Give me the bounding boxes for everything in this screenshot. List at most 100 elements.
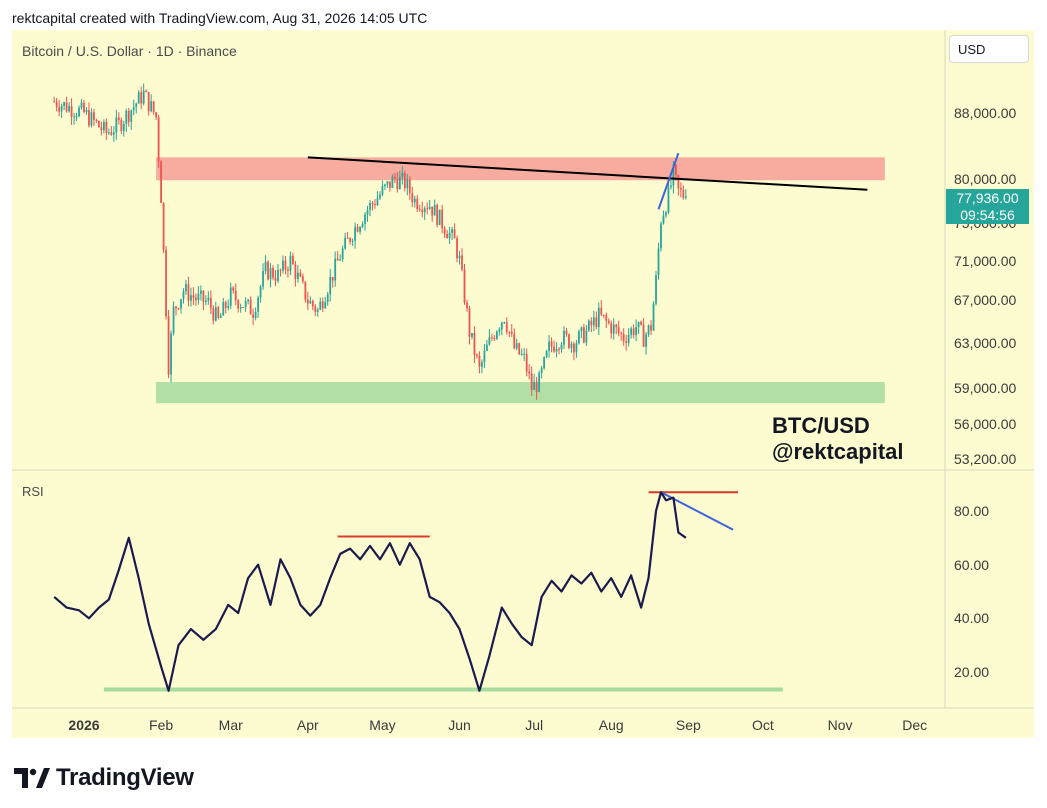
- candle-body: [667, 187, 670, 213]
- price-axis-label: 80,000.00: [954, 170, 1017, 187]
- candle-body: [98, 121, 100, 128]
- rsi-title[interactable]: RSI: [22, 484, 44, 499]
- candle: [301, 273, 304, 284]
- candle: [299, 269, 302, 278]
- candle: [605, 312, 608, 328]
- candle: [224, 300, 227, 314]
- candle-body: [679, 188, 682, 190]
- last-price: 77,936.00: [956, 190, 1019, 206]
- candle-body: [473, 332, 476, 355]
- tradingview-logo[interactable]: TradingView: [14, 764, 194, 792]
- candle-body: [495, 331, 498, 339]
- candle: [63, 101, 66, 111]
- candle-body: [446, 233, 449, 239]
- candle-body: [672, 164, 675, 186]
- descending-resistance-line: [307, 156, 868, 191]
- candle-body: [222, 302, 225, 316]
- candle: [115, 109, 118, 140]
- candle-body: [635, 327, 638, 336]
- candle-body: [612, 324, 615, 334]
- candle: [157, 114, 160, 169]
- candle: [222, 297, 225, 316]
- candle-body: [483, 350, 486, 362]
- candle-body: [107, 132, 110, 134]
- candle: [292, 252, 294, 265]
- candle: [498, 327, 501, 336]
- candle: [493, 335, 496, 341]
- candle: [177, 307, 180, 311]
- candle: [575, 340, 578, 358]
- candle-body: [503, 322, 506, 324]
- candle: [257, 295, 259, 318]
- candle-body: [237, 300, 240, 309]
- candle-body: [175, 306, 177, 309]
- candle-body: [284, 260, 287, 270]
- candle-body: [426, 208, 429, 210]
- candle: [632, 324, 635, 339]
- candle: [384, 183, 386, 190]
- candle-body: [60, 106, 63, 112]
- candle: [122, 120, 125, 137]
- candle: [155, 111, 158, 121]
- candle-body: [182, 291, 185, 300]
- candle-body: [421, 209, 424, 213]
- candle-body: [249, 299, 252, 315]
- time-axis-label: Apr: [296, 717, 319, 733]
- candle-body: [314, 306, 317, 312]
- bar-countdown: 09:54:56: [960, 207, 1015, 223]
- candle: [620, 331, 623, 341]
- candle-body: [647, 325, 650, 335]
- candle: [570, 341, 573, 353]
- candle: [655, 271, 657, 306]
- candle-body: [207, 297, 210, 301]
- candle-body: [147, 92, 150, 112]
- candle-body: [321, 301, 324, 309]
- candle-body: [282, 260, 284, 271]
- currency-selector[interactable]: USD: [949, 35, 1029, 63]
- candle: [645, 331, 647, 355]
- candle-body: [376, 198, 379, 206]
- candle: [306, 291, 309, 311]
- candle-body: [247, 299, 250, 301]
- candle-body: [264, 261, 267, 272]
- candle: [665, 210, 667, 218]
- candle: [60, 103, 63, 118]
- candle-body: [481, 361, 483, 367]
- symbol-title[interactable]: Bitcoin / U.S. Dollar · 1D · Binance: [22, 43, 237, 59]
- candle: [503, 321, 506, 324]
- candle-body: [232, 287, 235, 291]
- candle: [53, 96, 56, 103]
- candle: [578, 329, 580, 345]
- candle-body: [578, 331, 580, 344]
- candle-body: [239, 307, 242, 309]
- candle: [523, 347, 526, 362]
- candle-body: [379, 194, 381, 199]
- candle-body: [403, 172, 406, 189]
- candle-body: [132, 106, 135, 111]
- candle: [466, 299, 468, 312]
- candle: [433, 199, 436, 216]
- time-axis-label: Sep: [675, 717, 701, 733]
- candle: [259, 284, 262, 303]
- candle: [610, 320, 613, 339]
- candle-body: [324, 302, 327, 309]
- candle: [476, 353, 478, 359]
- candle: [488, 329, 491, 346]
- candle-body: [597, 307, 600, 327]
- candle-body: [411, 193, 414, 203]
- candle: [361, 221, 364, 228]
- candle-body: [615, 324, 618, 328]
- candle: [249, 296, 252, 315]
- candle-body: [582, 327, 585, 343]
- candle: [112, 126, 115, 142]
- candle: [217, 305, 220, 320]
- candle: [339, 254, 342, 262]
- candle: [667, 183, 670, 215]
- candle: [242, 306, 245, 309]
- candle-body: [356, 226, 359, 232]
- candle: [274, 270, 277, 286]
- candle: [319, 297, 322, 311]
- candle: [538, 370, 541, 393]
- candle: [600, 300, 603, 317]
- candle-body: [262, 271, 264, 287]
